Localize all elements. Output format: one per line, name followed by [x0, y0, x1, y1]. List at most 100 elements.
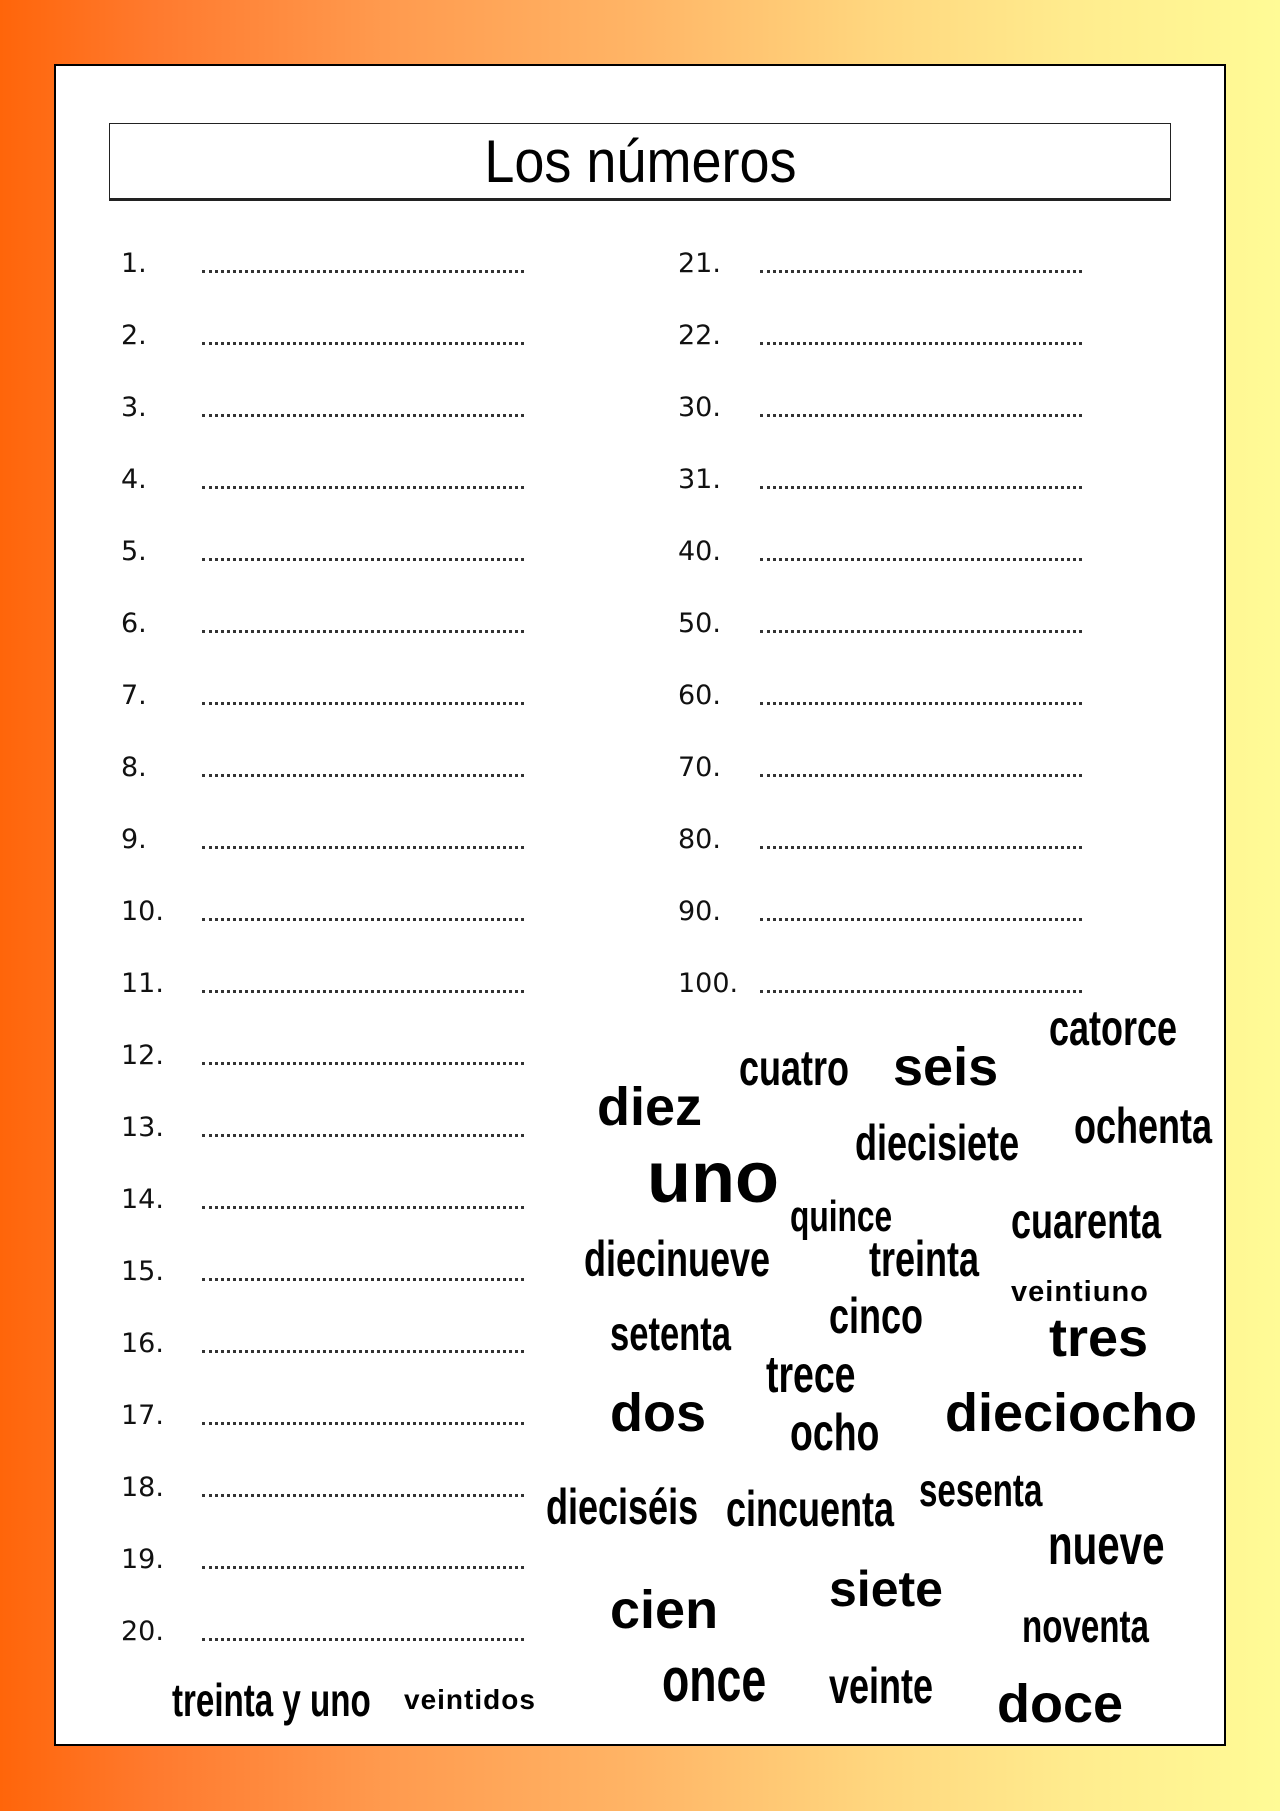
answer-blank[interactable] — [202, 558, 524, 561]
item-number: 100. — [678, 968, 739, 999]
answer-row: 31. — [678, 464, 1082, 504]
item-number: 9. — [121, 824, 147, 855]
answer-blank[interactable] — [760, 702, 1082, 705]
answer-blank[interactable] — [760, 846, 1082, 849]
item-number: 50. — [678, 608, 721, 639]
word-quince: quince — [790, 1192, 893, 1241]
word-nueve: nueve — [1048, 1513, 1165, 1576]
answer-blank[interactable] — [202, 1350, 524, 1353]
item-number: 16. — [121, 1328, 164, 1359]
item-number: 7. — [121, 680, 147, 711]
item-number: 80. — [678, 824, 721, 855]
answer-row: 14. — [121, 1184, 524, 1224]
page-title: Los números — [483, 127, 797, 195]
answer-blank[interactable] — [202, 1638, 524, 1641]
item-number: 70. — [678, 752, 721, 783]
answer-row: 11. — [121, 968, 524, 1008]
word-veintiuno: veintiuno — [1011, 1276, 1149, 1308]
answer-blank[interactable] — [202, 774, 524, 777]
answer-blank[interactable] — [202, 1206, 524, 1209]
word-ocho: ocho — [790, 1404, 880, 1462]
answer-blank[interactable] — [202, 702, 524, 705]
answer-blank[interactable] — [760, 342, 1082, 345]
item-number: 10. — [121, 896, 164, 927]
answer-blank[interactable] — [202, 1422, 524, 1425]
word-doce: doce — [997, 1674, 1124, 1734]
word-trece: trece — [766, 1346, 856, 1404]
answer-blank[interactable] — [202, 414, 524, 417]
answer-row: 7. — [121, 680, 524, 720]
word-ochenta: ochenta — [1074, 1098, 1213, 1154]
answer-row: 1. — [121, 248, 524, 288]
answer-blank[interactable] — [760, 270, 1082, 273]
answer-blank[interactable] — [760, 486, 1082, 489]
word-dos: dos — [610, 1383, 707, 1443]
answer-blank[interactable] — [202, 1278, 524, 1281]
answer-row: 5. — [121, 536, 524, 576]
answer-blank[interactable] — [202, 630, 524, 633]
item-number: 11. — [121, 968, 164, 999]
answer-row: 16. — [121, 1328, 524, 1368]
word-cuatro: cuatro — [739, 1040, 850, 1096]
answer-blank[interactable] — [202, 270, 524, 273]
word-setenta: setenta — [610, 1308, 732, 1361]
item-number: 2. — [121, 320, 147, 351]
answer-row: 8. — [121, 752, 524, 792]
item-number: 30. — [678, 392, 721, 423]
word-diecisiete: diecisiete — [855, 1115, 1020, 1171]
answer-row: 60. — [678, 680, 1082, 720]
word-dieciocho: dieciocho — [945, 1383, 1198, 1443]
answer-row: 17. — [121, 1400, 524, 1440]
word-cincuenta: cincuenta — [726, 1481, 895, 1537]
answer-row: 19. — [121, 1544, 524, 1584]
title-box: Los números — [109, 123, 1171, 201]
word-tres: tres — [1049, 1308, 1149, 1368]
answer-row: 15. — [121, 1256, 524, 1296]
answer-blank[interactable] — [202, 846, 524, 849]
answer-row: 100. — [678, 968, 1082, 1008]
word-cinco: cinco — [829, 1288, 924, 1344]
answer-blank[interactable] — [760, 918, 1082, 921]
answer-row: 12. — [121, 1040, 524, 1080]
answer-blank[interactable] — [760, 414, 1082, 417]
answer-row: 30. — [678, 392, 1082, 432]
item-number: 22. — [678, 320, 721, 351]
answer-blank[interactable] — [760, 630, 1082, 633]
word-seis: seis — [893, 1037, 999, 1097]
word-veinte: veinte — [829, 1658, 934, 1714]
answer-row: 20. — [121, 1616, 524, 1656]
answer-row: 2. — [121, 320, 524, 360]
answer-blank[interactable] — [202, 342, 524, 345]
answer-blank[interactable] — [202, 1134, 524, 1137]
answer-blank[interactable] — [202, 1566, 524, 1569]
item-number: 40. — [678, 536, 721, 567]
item-number: 4. — [121, 464, 147, 495]
item-number: 12. — [121, 1040, 164, 1071]
item-number: 15. — [121, 1256, 164, 1287]
answer-blank[interactable] — [202, 1062, 524, 1065]
word-uno: uno — [647, 1138, 779, 1218]
word-once: once — [662, 1646, 767, 1715]
answer-blank[interactable] — [202, 1494, 524, 1497]
answer-blank[interactable] — [202, 918, 524, 921]
answer-blank[interactable] — [760, 990, 1082, 993]
answer-row: 80. — [678, 824, 1082, 864]
item-number: 14. — [121, 1184, 164, 1215]
word-treinta-y-uno: treinta y uno — [172, 1674, 371, 1726]
item-number: 1. — [121, 248, 147, 279]
answer-row: 40. — [678, 536, 1082, 576]
item-number: 18. — [121, 1472, 164, 1503]
item-number: 31. — [678, 464, 721, 495]
answer-row: 6. — [121, 608, 524, 648]
item-number: 20. — [121, 1616, 164, 1647]
word-cuarenta: cuarenta — [1011, 1193, 1162, 1249]
answer-row: 4. — [121, 464, 524, 504]
answer-blank[interactable] — [202, 486, 524, 489]
answer-blank[interactable] — [760, 774, 1082, 777]
answer-row: 10. — [121, 896, 524, 936]
answer-blank[interactable] — [202, 990, 524, 993]
item-number: 21. — [678, 248, 721, 279]
word-catorce: catorce — [1049, 1000, 1178, 1056]
item-number: 3. — [121, 392, 147, 423]
answer-blank[interactable] — [760, 558, 1082, 561]
